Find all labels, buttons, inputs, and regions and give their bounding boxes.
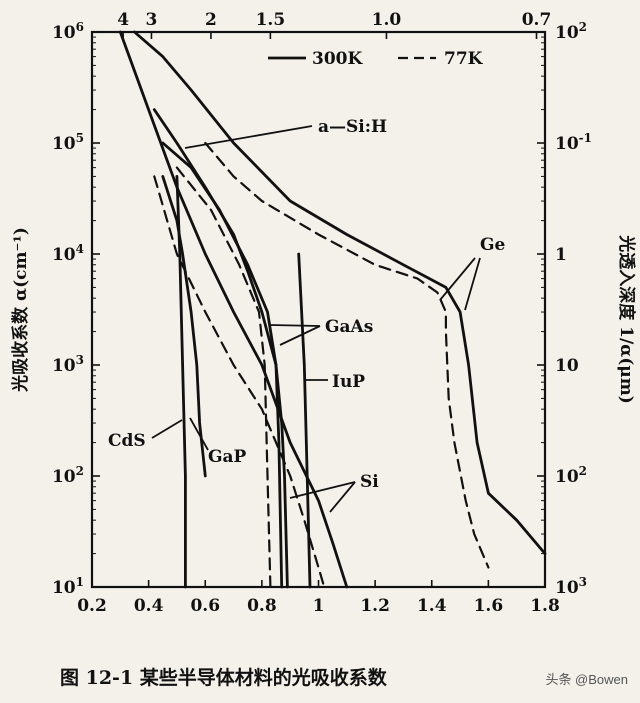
top-tick-label: 4 <box>117 10 129 30</box>
annotation-leader <box>464 257 481 311</box>
top-tick-label: 3 <box>146 10 158 30</box>
x-tick-label: 0.4 <box>134 596 164 616</box>
right-tick-label: 10 <box>555 356 579 376</box>
series-line-inp-300k <box>297 252 312 589</box>
series-line-a-si-h-300k <box>152 108 289 589</box>
y-tick-label: 104 <box>52 242 84 265</box>
watermark: 头条 @Bowen <box>545 672 628 687</box>
x-tick-label: 0.6 <box>190 596 220 616</box>
right-tick-label: 103 <box>555 575 587 598</box>
figure-caption: 图 12-1 某些半导体材料的光吸收系数 <box>60 666 388 689</box>
x-tick-label: 1.4 <box>417 596 447 616</box>
legend-label-300k: 300K <box>312 49 363 69</box>
y-axis-title: 光吸收系数 α(cm⁻¹) <box>10 227 31 393</box>
annotation-leader <box>184 125 313 149</box>
annotation-leader <box>151 419 183 439</box>
top-tick-label: 1.0 <box>372 10 402 30</box>
top-tick-label: 1.5 <box>256 10 286 30</box>
series-line-ge-77k <box>204 141 490 569</box>
right-tick-label: 102 <box>555 20 587 43</box>
y-tick-label: 102 <box>52 464 84 487</box>
right-tick-label: 10-1 <box>555 131 592 154</box>
annotation-leader <box>289 481 356 499</box>
right-axis-title: 光透入深度 1/α(μm) <box>616 234 637 404</box>
series-line-si-77k <box>153 175 326 589</box>
x-tick-label: 1.6 <box>474 596 504 616</box>
x-tick-label: 0.8 <box>247 596 277 616</box>
legend-label-77k: 77K <box>444 49 484 69</box>
annotation-label: a—Si:H <box>318 117 387 137</box>
y-tick-label: 103 <box>52 353 84 376</box>
annotation-label: CdS <box>108 431 146 451</box>
annotation-leader <box>189 417 209 451</box>
right-tick-label: 102 <box>555 464 587 487</box>
series-line-si-300k <box>118 30 349 589</box>
x-tick-label: 1.8 <box>530 596 560 616</box>
annotation-label: Ge <box>480 235 506 255</box>
annotation-leader <box>269 324 321 327</box>
right-tick-label: 1 <box>555 245 567 265</box>
annotation-label: Si <box>360 472 379 492</box>
annotation-leader <box>439 257 476 301</box>
annotation-label: IuP <box>332 372 365 392</box>
series-line-ge-300k <box>133 30 547 555</box>
x-tick-label: 1 <box>313 596 325 616</box>
series-line-gaas-77k <box>175 166 272 589</box>
annotation-label: GaP <box>208 447 247 467</box>
annotation-leader <box>279 325 321 346</box>
x-tick-label: 1.2 <box>360 596 390 616</box>
annotation-label: GaAs <box>325 317 373 337</box>
y-tick-label: 106 <box>52 20 84 43</box>
series-line-gaas-300k <box>161 141 284 589</box>
series-line-gap-300k <box>161 175 207 478</box>
top-tick-label: 2 <box>205 10 217 30</box>
y-tick-label: 105 <box>52 131 84 154</box>
x-tick-label: 0.2 <box>77 596 107 616</box>
y-tick-label: 101 <box>52 575 84 598</box>
top-tick-label: 0.7 <box>522 10 552 30</box>
annotation-leader <box>329 481 356 513</box>
